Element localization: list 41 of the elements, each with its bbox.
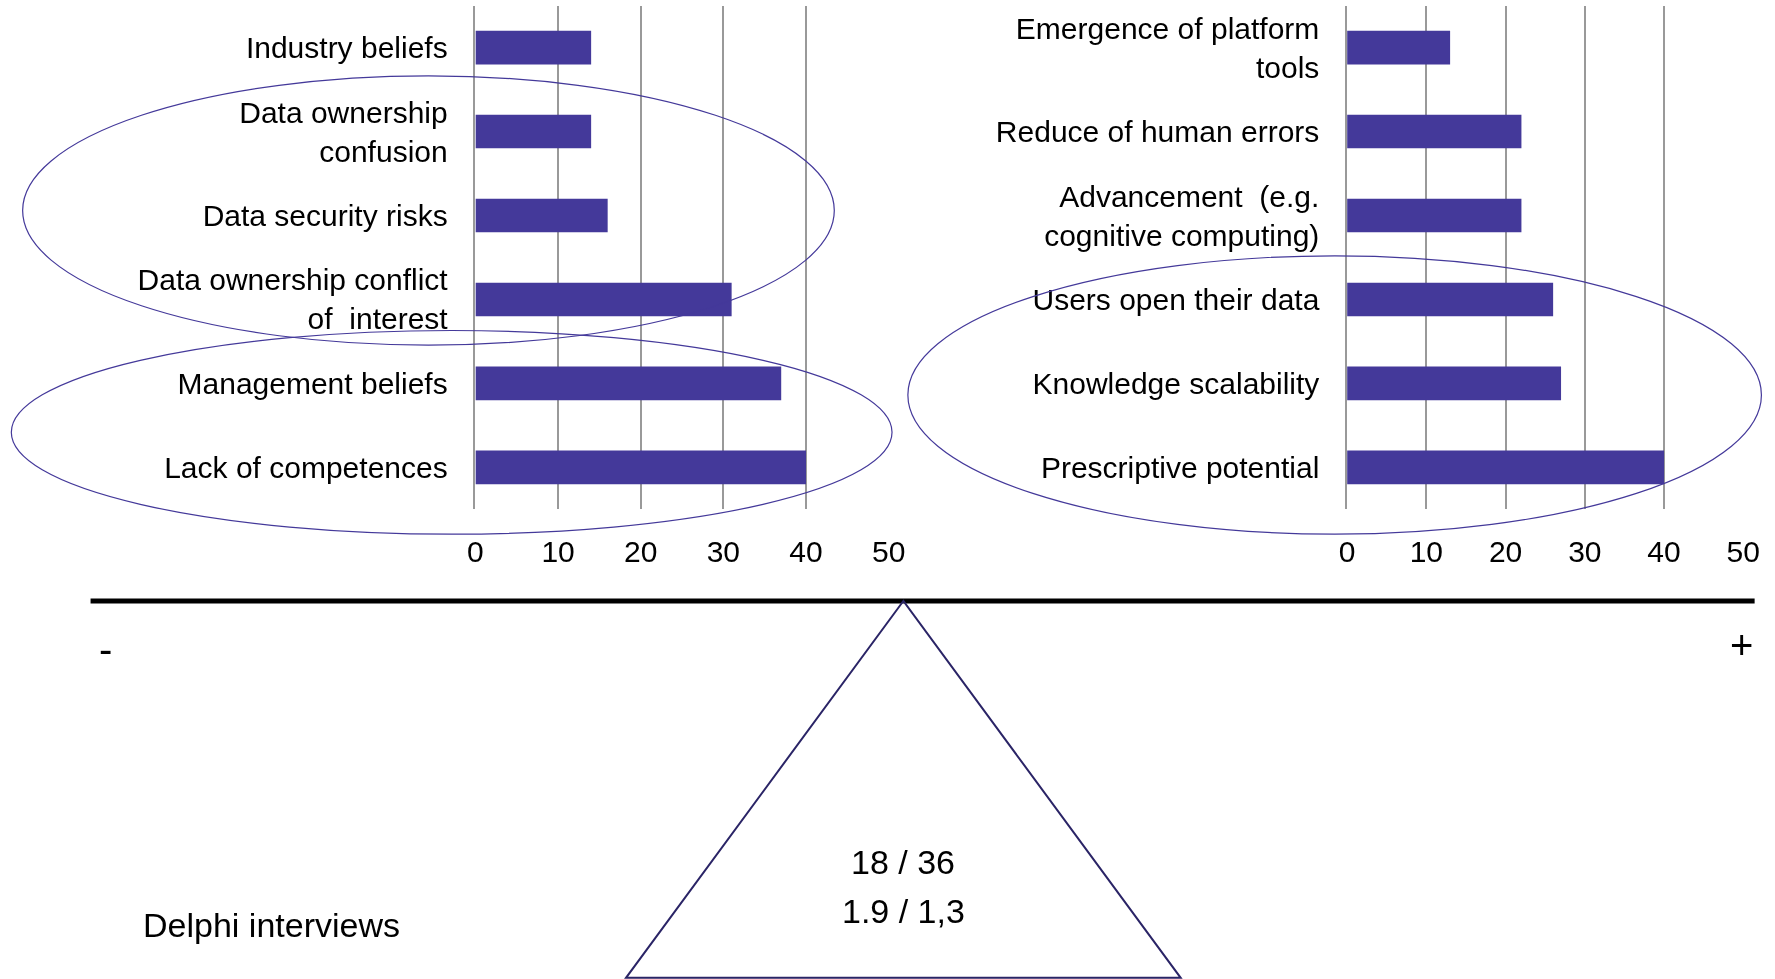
bar: [475, 450, 806, 485]
bar: [1347, 366, 1562, 401]
x-tick-label: 20: [1488, 535, 1523, 569]
bar: [475, 366, 782, 401]
text: 1.9 / 1,3: [842, 892, 965, 930]
y-tick-label: Advancement (e.g. cognitive computing): [1044, 179, 1320, 252]
y-tick-label: Users open their data: [1032, 282, 1320, 316]
x-tick-label: 40: [789, 535, 823, 569]
x-tick-label: 40: [1647, 535, 1681, 569]
text: -: [99, 627, 113, 671]
bar: [475, 282, 732, 317]
y-tick-label: Industry beliefs: [245, 31, 448, 65]
bar: [1347, 450, 1665, 485]
text: +: [1730, 623, 1754, 667]
y-tick-label: Emergence of platform tools: [1015, 11, 1320, 84]
y-tick-label: Data ownership conflict of interest: [137, 263, 449, 336]
x-tick-label: 0: [467, 535, 484, 569]
x-tick-label: 0: [1338, 535, 1356, 569]
y-tick-label: Data security risks: [202, 199, 448, 233]
bar: [1347, 30, 1451, 65]
x-tick-label: 30: [1568, 535, 1602, 569]
y-tick-label: Lack of competences: [164, 450, 448, 484]
text: Delphi interviews: [143, 906, 400, 944]
y-tick-label: Management beliefs: [177, 366, 448, 400]
bar: [1347, 282, 1554, 317]
x-tick-label: 10: [1409, 535, 1444, 569]
x-tick-label: 30: [706, 535, 741, 569]
x-tick-label: 50: [1726, 535, 1760, 569]
bar: [475, 198, 608, 233]
x-tick-label: 20: [624, 535, 658, 569]
bar: [1347, 114, 1522, 149]
y-tick-label: Reduce of human errors: [995, 115, 1320, 149]
bar: [475, 30, 592, 65]
y-tick-label: Data ownership confusion: [239, 95, 448, 168]
y-tick-label: Prescriptive potential: [1040, 450, 1320, 484]
bar: [1347, 198, 1522, 233]
text: 18 / 36: [851, 843, 955, 881]
bar: [475, 114, 592, 149]
x-tick-label: 10: [541, 535, 575, 569]
x-tick-label: 50: [871, 535, 906, 569]
y-tick-label: Knowledge scalability: [1032, 366, 1320, 400]
